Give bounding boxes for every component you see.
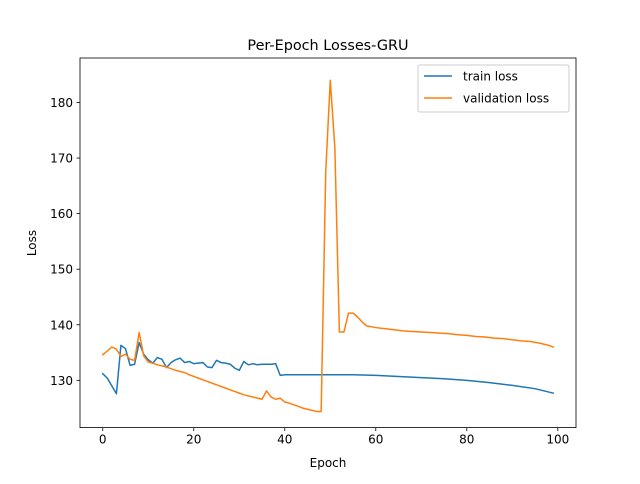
x-tick-label: 80 (459, 433, 474, 447)
x-axis: 0 20 40 60 80 100 (99, 427, 569, 447)
y-axis-label: Loss (25, 230, 39, 256)
x-tick-label: 0 (99, 433, 107, 447)
series-line-validation-loss (101, 79, 555, 413)
y-tick-label: 130 (50, 374, 73, 388)
x-tick-label: 20 (186, 433, 201, 447)
x-tick-label: 100 (546, 433, 569, 447)
y-tick-label: 140 (50, 318, 73, 332)
x-tick-label: 60 (368, 433, 383, 447)
legend-label: validation loss (463, 92, 549, 106)
legend: train loss validation loss (417, 64, 570, 113)
plot-area (101, 79, 555, 413)
chart-title: Per-Epoch Losses-GRU (247, 38, 408, 54)
plot-frame (79, 57, 577, 429)
y-tick-label: 180 (50, 96, 73, 110)
x-tick-label: 40 (277, 433, 292, 447)
x-axis-label: Epoch (310, 456, 347, 470)
y-tick-label: 150 (50, 263, 73, 277)
legend-box (417, 64, 570, 113)
legend-label: train loss (463, 70, 518, 84)
y-tick-label: 170 (50, 152, 73, 166)
y-tick-label: 160 (50, 207, 73, 221)
y-axis: 130 140 150 160 170 180 (50, 96, 80, 388)
